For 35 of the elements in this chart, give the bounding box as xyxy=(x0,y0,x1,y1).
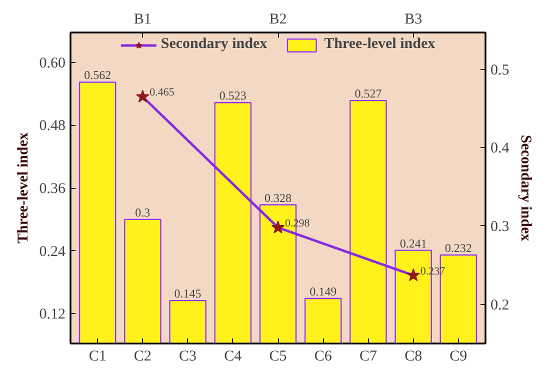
y2-tick-label: 0.2 xyxy=(490,297,510,314)
annotation: B2 xyxy=(269,12,287,28)
x-tick-label: C5 xyxy=(269,348,287,364)
data-label: 0.149 xyxy=(310,284,337,298)
y2-tick-label: 0.4 xyxy=(490,140,510,157)
data-label: 0.527 xyxy=(354,86,382,101)
y-tick-label: 0.48 xyxy=(39,118,66,134)
legend-label: Three-level index xyxy=(324,36,436,53)
y2-tick-label: 0.3 xyxy=(490,218,510,235)
x-tick-label: C3 xyxy=(179,348,197,364)
data-label: 0.328 xyxy=(264,190,292,205)
annotation: B1 xyxy=(134,12,152,28)
legend-label: Secondary index xyxy=(160,36,268,53)
data-label: 0.562 xyxy=(84,68,112,82)
x-tick-label: C7 xyxy=(359,348,378,364)
y-axis-title: Three-level index xyxy=(15,132,32,244)
x-tick-label: C8 xyxy=(404,348,422,364)
y-tick-label: 0.12 xyxy=(39,306,66,323)
data-label: 0.232 xyxy=(444,241,472,256)
y-tick-label: 0.24 xyxy=(39,244,66,260)
data-label: 0.241 xyxy=(400,236,427,250)
x-tick-label: C6 xyxy=(314,348,332,364)
data-label: 0.3 xyxy=(135,205,150,220)
annotation: B3 xyxy=(404,12,422,28)
x-tick-label: C4 xyxy=(224,348,242,364)
data-label: 0.465 xyxy=(150,86,175,99)
x-tick-label: C9 xyxy=(450,348,468,364)
y-tick-label: 0.60 xyxy=(39,55,66,72)
x-tick-label: C2 xyxy=(134,348,152,364)
x-tick-label: C1 xyxy=(88,348,106,364)
y-tick-label: 0.36 xyxy=(39,181,66,197)
y2-axis-title: Secondary index xyxy=(517,134,534,242)
data-label: 0.145 xyxy=(174,286,202,301)
y2-tick-label: 0.5 xyxy=(490,62,510,78)
data-label: 0.523 xyxy=(219,88,246,103)
